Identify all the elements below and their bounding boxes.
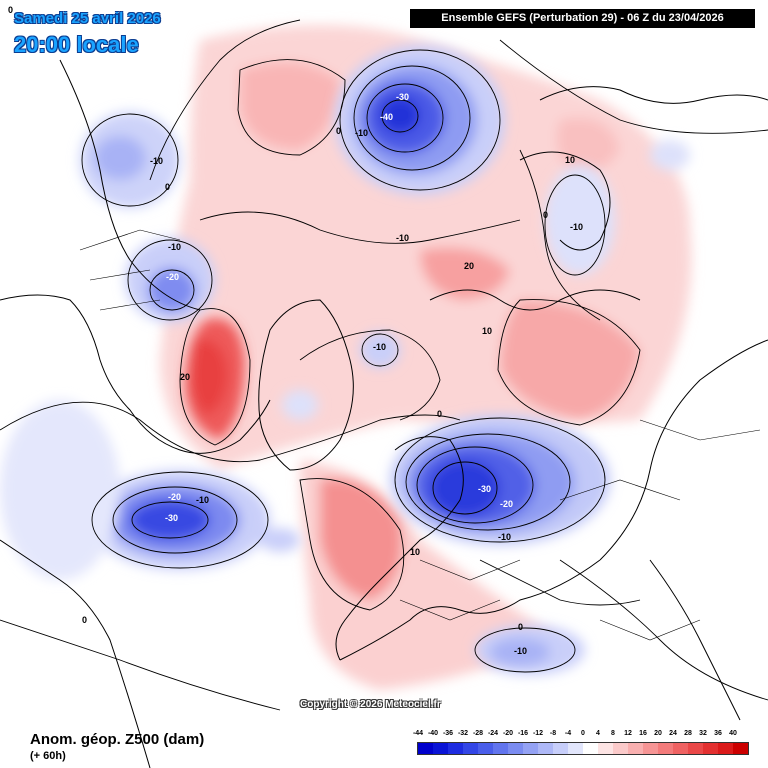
contour-label: -10 bbox=[396, 233, 409, 243]
contour-label: 20 bbox=[464, 261, 474, 271]
scale-tick-label: 40 bbox=[729, 730, 737, 737]
scale-swatch bbox=[448, 743, 463, 754]
scale-tick-label: -4 bbox=[564, 730, 572, 737]
contour-label: -10 bbox=[150, 156, 163, 166]
scale-tick-label: -24 bbox=[487, 730, 499, 737]
scale-swatch bbox=[508, 743, 523, 754]
scale-tick-label: 16 bbox=[639, 730, 647, 737]
scale-swatch bbox=[583, 743, 598, 754]
scale-swatch bbox=[598, 743, 613, 754]
border-lines bbox=[79, 229, 761, 641]
contour-label: 20 bbox=[180, 372, 190, 382]
contour-label: -20 bbox=[168, 492, 181, 502]
scale-tick-label: 4 bbox=[596, 730, 600, 737]
contour-label: -10 bbox=[196, 495, 209, 505]
contour-label: -20 bbox=[500, 499, 513, 509]
contour-label: 10 bbox=[410, 547, 420, 557]
contour-label: 0 bbox=[336, 126, 341, 136]
contour-label: 10 bbox=[565, 155, 575, 165]
scale-tick-label: 20 bbox=[654, 730, 662, 737]
contour-label: -10 bbox=[373, 342, 386, 352]
scale-swatch bbox=[523, 743, 538, 754]
scale-tick-label: -12 bbox=[532, 730, 544, 737]
contour-label: 0 bbox=[8, 5, 13, 15]
scale-tick-label: 8 bbox=[611, 730, 615, 737]
contour-label: -10 bbox=[355, 128, 368, 138]
scale-swatch bbox=[733, 743, 748, 754]
contour-label: -10 bbox=[570, 222, 583, 232]
contour-label: -30 bbox=[165, 513, 178, 523]
run-info-banner: Ensemble GEFS (Perturbation 29) - 06 Z d… bbox=[410, 9, 755, 28]
scale-tick-label: -8 bbox=[549, 730, 557, 737]
scale-swatch bbox=[493, 743, 508, 754]
scale-tick-label: 28 bbox=[684, 730, 692, 737]
contour-label: -20 bbox=[166, 272, 179, 282]
contour-label: 0 bbox=[437, 409, 442, 419]
scale-swatch bbox=[538, 743, 553, 754]
scale-tick-label: -40 bbox=[427, 730, 439, 737]
copyright-notice: Copyright © 2026 Meteociel.fr bbox=[300, 699, 441, 710]
scale-tick-label: -16 bbox=[517, 730, 529, 737]
scale-tick-label: 36 bbox=[714, 730, 722, 737]
scale-tick-label: -28 bbox=[472, 730, 484, 737]
scale-swatch bbox=[718, 743, 733, 754]
strong-positive-core bbox=[185, 318, 245, 440]
scale-tick-label: -32 bbox=[457, 730, 469, 737]
contour-label: -30 bbox=[478, 484, 491, 494]
scale-tick-label: -44 bbox=[412, 730, 424, 737]
scale-swatch bbox=[673, 743, 688, 754]
legend-title: Anom. géop. Z500 (dam) bbox=[30, 731, 205, 748]
contour-label: 10 bbox=[482, 326, 492, 336]
scale-tick-label: -20 bbox=[502, 730, 514, 737]
contour-label: 0 bbox=[543, 210, 548, 220]
color-scale-cells bbox=[417, 742, 749, 755]
color-scale: -44 -40 -36 -32 -28 -24 -20 -16 -12 -8 -4 0 4 8 12 16 20… bbox=[413, 730, 752, 766]
forecast-date: Samedi 25 avril 2026 bbox=[14, 10, 161, 27]
contour-label: 0 bbox=[165, 182, 170, 192]
scale-tick-label: 32 bbox=[699, 730, 707, 737]
forecast-time: 20:00 locale bbox=[14, 32, 139, 57]
contour-label: 0 bbox=[518, 622, 523, 632]
scale-swatch bbox=[613, 743, 628, 754]
scale-swatch bbox=[703, 743, 718, 754]
scale-swatch bbox=[433, 743, 448, 754]
contour-label: -10 bbox=[514, 646, 527, 656]
coastlines bbox=[0, 59, 768, 768]
contour-label-layer: -10 0 -10 -20 -30 -40 -10 0 10 0 -10 -10… bbox=[8, 5, 583, 656]
scale-swatch bbox=[418, 743, 433, 754]
scale-swatch bbox=[628, 743, 643, 754]
scale-tick-label: 24 bbox=[669, 730, 677, 737]
scale-tick-label: 0 bbox=[581, 730, 585, 737]
scale-swatch bbox=[658, 743, 673, 754]
scale-swatch bbox=[688, 743, 703, 754]
contour-label: 0 bbox=[82, 615, 87, 625]
legend-subtitle: (+ 60h) bbox=[30, 750, 66, 762]
scale-swatch bbox=[553, 743, 568, 754]
scale-tick-label: -36 bbox=[442, 730, 454, 737]
scale-tick-label: 12 bbox=[624, 730, 632, 737]
contour-label: -40 bbox=[380, 112, 393, 122]
contour-label: -10 bbox=[498, 532, 511, 542]
scale-swatch bbox=[478, 743, 493, 754]
scale-swatch bbox=[643, 743, 658, 754]
scale-swatch bbox=[568, 743, 583, 754]
contour-lines bbox=[0, 19, 768, 711]
positive-anomaly-field bbox=[160, 25, 692, 690]
scale-swatch bbox=[463, 743, 478, 754]
contour-label: -30 bbox=[396, 92, 409, 102]
contour-label: -10 bbox=[168, 242, 181, 252]
